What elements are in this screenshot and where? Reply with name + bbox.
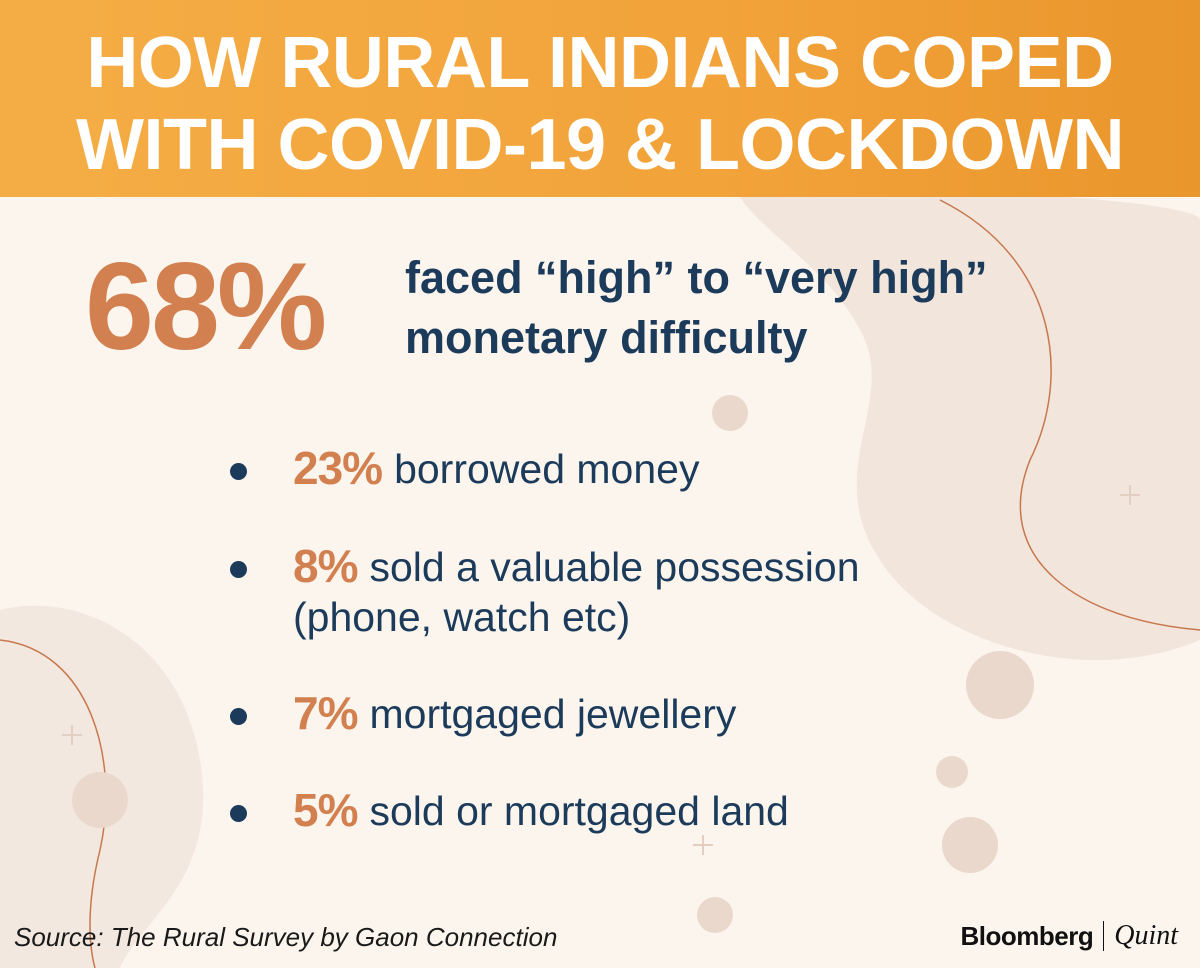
item-stat: 8% (293, 540, 358, 592)
headline-text: faced “high” to “very high” monetary dif… (405, 248, 988, 368)
brand-name: Bloomberg (960, 920, 1094, 951)
plus-icons (62, 485, 1140, 855)
item-text: borrowed money (394, 440, 699, 494)
bullet (230, 708, 247, 725)
item-text: sold a valuable possession (369, 538, 859, 592)
item: 7% mortgaged jewellery (293, 685, 736, 741)
headline-line: monetary difficulty (405, 312, 808, 363)
item-stat: 5% (293, 784, 358, 836)
item-text: mortgaged jewellery (369, 685, 736, 739)
item-stat: 23% (293, 442, 383, 494)
bullet (230, 463, 247, 480)
item-text: sold or mortgaged land (369, 782, 788, 836)
curve (939, 199, 1200, 631)
headline-line: faced “high” to “very high” (405, 252, 988, 303)
item-wrap: (phone, watch etc) (293, 592, 630, 642)
item: 5% sold or mortgaged land (293, 782, 789, 838)
source: Source: The Rural Survey by Gaon Connect… (14, 922, 558, 952)
bullet (230, 805, 247, 822)
divider (1103, 921, 1105, 951)
item-line: mortgaged jewellery (369, 691, 737, 737)
brand: Bloomberg Quint (960, 920, 1178, 952)
item-stat: 7% (293, 687, 358, 739)
brand-name: Quint (1114, 920, 1178, 951)
title-line: WITH COVID-19 & LOCKDOWN (76, 105, 1124, 185)
item-line: (phone, watch etc) (293, 594, 631, 640)
item-line: sold a valuable possession (369, 544, 860, 590)
item-line: borrowed money (394, 446, 700, 492)
virus-icons (72, 395, 1034, 933)
header: HOW RURAL INDIANS COPED WITH COVID-19 & … (0, 0, 1200, 197)
item-line: sold or mortgaged land (369, 788, 789, 834)
title-line: HOW RURAL INDIANS COPED (86, 23, 1114, 103)
blob (740, 190, 1200, 661)
item: 8% sold a valuable possession (293, 538, 860, 594)
bullet (230, 561, 247, 578)
headline-stat: 68% (85, 238, 327, 376)
item: 23% borrowed money (293, 440, 699, 496)
